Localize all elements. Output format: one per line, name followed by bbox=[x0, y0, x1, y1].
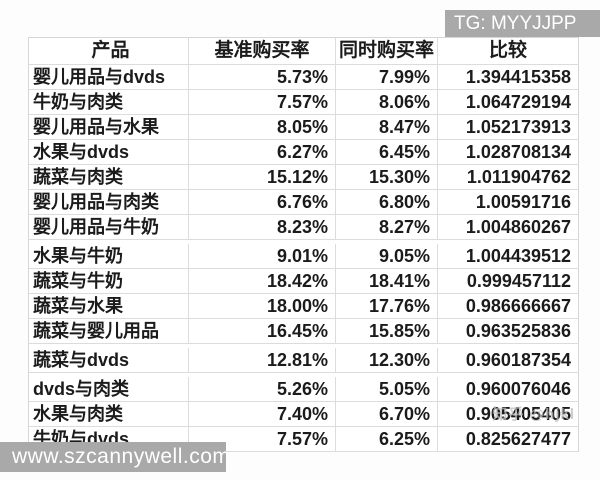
ratio-cell: 1.064729194 bbox=[465, 92, 571, 112]
joint-rate-cell: 7.99% bbox=[336, 65, 438, 89]
table-row: 婴儿用品与dvds 5.73% 7.99% 1.394415358 bbox=[29, 65, 578, 90]
product-cell: 蔬菜与牛奶 bbox=[29, 269, 189, 293]
product-cell: 婴儿用品与肉类 bbox=[29, 190, 189, 214]
header-joint-rate: 同时购买率 bbox=[336, 38, 438, 64]
product-cell: 蔬菜与dvds bbox=[29, 348, 189, 372]
table-row: 婴儿用品与水果 8.05% 8.47% 1.052173913 bbox=[29, 115, 578, 140]
base-rate-cell: 12.81% bbox=[189, 348, 336, 372]
ratio-cell: 1.004860267 bbox=[465, 217, 571, 237]
joint-rate-cell: 8.47% bbox=[336, 115, 438, 139]
table-row: 水果与肉类 7.40% 6.70% 0.905405405 bbox=[29, 402, 578, 427]
ratio-cell: 0.999457112 bbox=[466, 271, 571, 291]
joint-rate-cell: 6.45% bbox=[336, 140, 438, 164]
joint-rate-cell: 8.27% bbox=[336, 215, 438, 239]
base-rate-cell: 7.40% bbox=[189, 402, 336, 426]
product-cell: 蔬菜与水果 bbox=[29, 294, 189, 318]
table-body: 婴儿用品与dvds 5.73% 7.99% 1.394415358 牛奶与肉类 … bbox=[29, 65, 578, 452]
base-rate-cell: 9.01% bbox=[189, 244, 336, 268]
base-rate-cell: 6.76% bbox=[189, 190, 336, 214]
base-rate-cell: 5.26% bbox=[189, 377, 336, 401]
joint-rate-cell: 8.06% bbox=[336, 90, 438, 114]
header-base-rate: 基准购买率 bbox=[189, 38, 336, 64]
table-row: 蔬菜与肉类 15.12% 15.30% 1.011904762 bbox=[29, 165, 578, 190]
table-row: dvds与肉类 5.26% 5.05% 0.960076046 bbox=[29, 377, 578, 402]
ratio-cell: 1.011904762 bbox=[466, 167, 571, 187]
joint-rate-cell: 15.30% bbox=[336, 165, 438, 189]
ratio-cell: 0.963525836 bbox=[465, 321, 571, 341]
base-rate-cell: 6.27% bbox=[189, 140, 336, 164]
base-rate-cell: 7.57% bbox=[189, 90, 336, 114]
base-rate-cell: 15.12% bbox=[189, 165, 336, 189]
product-cell: 婴儿用品与水果 bbox=[29, 115, 189, 139]
ratio-cell: 1.394415358 bbox=[465, 67, 571, 87]
joint-rate-cell: 6.80% bbox=[336, 190, 438, 214]
joint-rate-cell: 9.05% bbox=[336, 244, 438, 268]
joint-rate-cell: 5.05% bbox=[336, 377, 438, 401]
ratio-cell: 1.004439512 bbox=[465, 246, 571, 266]
product-cell: 牛奶与肉类 bbox=[29, 90, 189, 114]
base-rate-cell: 18.00% bbox=[189, 294, 336, 318]
watermark-bottom-left: www.szcannywell.com bbox=[0, 442, 230, 472]
joint-rate-cell: 6.70% bbox=[336, 402, 438, 426]
product-cell: 婴儿用品与牛奶 bbox=[29, 215, 189, 239]
table-row: 蔬菜与牛奶 18.42% 18.41% 0.999457112 bbox=[29, 269, 578, 294]
ratio-cell: 0.905405405 bbox=[465, 404, 571, 424]
base-rate-cell: 7.57% bbox=[189, 427, 336, 451]
purchase-rate-table: 产品 基准购买率 同时购买率 比较 婴儿用品与dvds 5.73% 7.99% … bbox=[28, 37, 579, 452]
product-cell: 蔬菜与婴儿用品 bbox=[29, 319, 189, 343]
ratio-cell: 1.052173913 bbox=[465, 117, 571, 137]
ratio-cell: 1.00591716 bbox=[475, 192, 571, 212]
joint-rate-cell: 6.25% bbox=[336, 427, 438, 451]
product-cell: 水果与肉类 bbox=[29, 402, 189, 426]
ratio-cell: 1.028708134 bbox=[465, 142, 571, 162]
base-rate-cell: 8.23% bbox=[189, 215, 336, 239]
ratio-cell: 0.825627477 bbox=[465, 429, 571, 449]
base-rate-cell: 18.42% bbox=[189, 269, 336, 293]
table-row: 婴儿用品与肉类 6.76% 6.80% 1.00591716 bbox=[29, 190, 578, 215]
ratio-cell: 0.960187354 bbox=[465, 350, 571, 370]
base-rate-cell: 16.45% bbox=[189, 319, 336, 343]
product-cell: 水果与dvds bbox=[29, 140, 189, 164]
joint-rate-cell: 12.30% bbox=[336, 348, 438, 372]
header-ratio: 比较 bbox=[488, 40, 527, 61]
ratio-cell: 0.960076046 bbox=[465, 379, 571, 399]
watermark-top-right: TG: MYYJJPP bbox=[445, 10, 600, 37]
table-row: 水果与dvds 6.27% 6.45% 1.028708134 bbox=[29, 140, 578, 165]
table-row: 婴儿用品与牛奶 8.23% 8.27% 1.004860267 bbox=[29, 215, 578, 240]
product-cell: 蔬菜与肉类 bbox=[29, 165, 189, 189]
base-rate-cell: 5.73% bbox=[189, 65, 336, 89]
product-cell: 婴儿用品与dvds bbox=[29, 65, 189, 89]
table-row: 蔬菜与水果 18.00% 17.76% 0.986666667 bbox=[29, 294, 578, 319]
table-row: 水果与牛奶 9.01% 9.05% 1.004439512 bbox=[29, 244, 578, 269]
ratio-cell: 0.986666667 bbox=[465, 296, 571, 316]
joint-rate-cell: 17.76% bbox=[336, 294, 438, 318]
table-row: 牛奶与肉类 7.57% 8.06% 1.064729194 bbox=[29, 90, 578, 115]
table-row: 蔬菜与婴儿用品 16.45% 15.85% 0.963525836 bbox=[29, 319, 578, 344]
joint-rate-cell: 18.41% bbox=[336, 269, 438, 293]
header-product: 产品 bbox=[29, 38, 189, 64]
table-header-row: 产品 基准购买率 同时购买率 比较 bbox=[29, 38, 578, 65]
table-row: 蔬菜与dvds 12.81% 12.30% 0.960187354 bbox=[29, 348, 578, 373]
product-cell: dvds与肉类 bbox=[29, 377, 189, 401]
base-rate-cell: 8.05% bbox=[189, 115, 336, 139]
joint-rate-cell: 15.85% bbox=[336, 319, 438, 343]
product-cell: 水果与牛奶 bbox=[29, 244, 189, 268]
